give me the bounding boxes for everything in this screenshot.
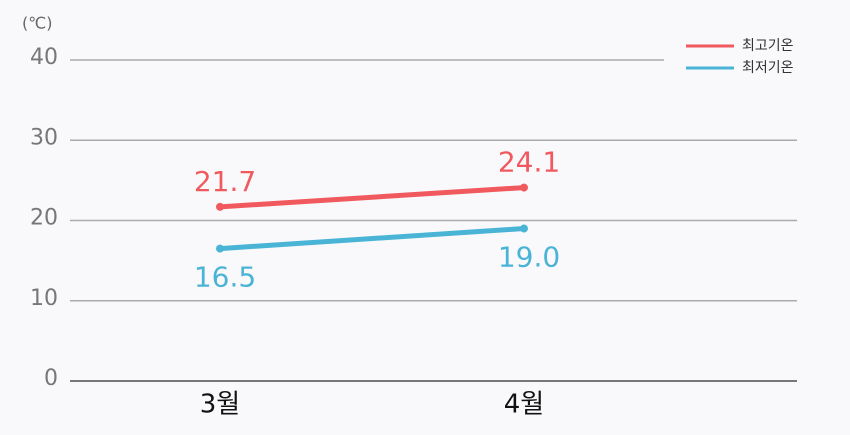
point: [520, 224, 528, 233]
data-label: 21.7: [194, 165, 256, 198]
data-label: 19.0: [498, 241, 560, 274]
x-tick-label: 3월: [200, 390, 240, 420]
y-tick-label: 0: [44, 366, 58, 391]
y-tick-label: 40: [30, 45, 58, 70]
y-tick-label: 10: [30, 286, 58, 311]
x-tick-label: 4월: [504, 390, 544, 420]
data-label: 24.1: [498, 146, 560, 179]
legend-label: 최저기온: [742, 60, 794, 76]
series-line: [219, 185, 525, 210]
legend-background: [664, 32, 814, 80]
y-tick-label: 30: [30, 125, 58, 150]
data-label: 16.5: [194, 261, 256, 294]
y-tick-label: 20: [30, 206, 58, 231]
legend-label: 최고기온: [742, 38, 794, 54]
series-line: [219, 226, 525, 252]
point: [216, 202, 224, 211]
point: [216, 244, 224, 253]
y-axis-unit: (℃): [22, 14, 52, 33]
point: [520, 183, 528, 192]
